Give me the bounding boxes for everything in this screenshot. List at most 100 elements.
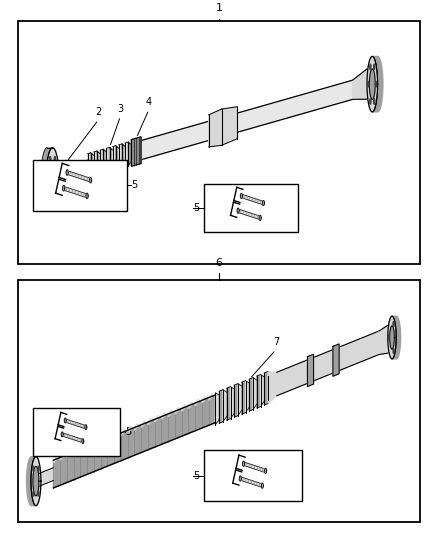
Polygon shape bbox=[67, 451, 71, 457]
Polygon shape bbox=[368, 82, 369, 87]
Polygon shape bbox=[56, 160, 88, 180]
Polygon shape bbox=[41, 148, 53, 209]
Polygon shape bbox=[60, 454, 64, 460]
Text: 5: 5 bbox=[193, 203, 199, 213]
Polygon shape bbox=[209, 393, 212, 400]
Polygon shape bbox=[390, 326, 394, 349]
Polygon shape bbox=[238, 209, 261, 220]
Polygon shape bbox=[88, 153, 91, 177]
Polygon shape bbox=[227, 386, 230, 420]
Polygon shape bbox=[261, 483, 263, 488]
Polygon shape bbox=[89, 177, 92, 183]
Polygon shape bbox=[242, 381, 246, 414]
Polygon shape bbox=[49, 161, 56, 196]
Polygon shape bbox=[376, 82, 377, 87]
Polygon shape bbox=[261, 375, 264, 407]
Polygon shape bbox=[103, 149, 106, 173]
Polygon shape bbox=[188, 402, 192, 408]
Polygon shape bbox=[239, 476, 241, 481]
Polygon shape bbox=[125, 142, 128, 166]
Polygon shape bbox=[85, 425, 87, 430]
Polygon shape bbox=[91, 153, 94, 176]
Polygon shape bbox=[53, 456, 57, 463]
Polygon shape bbox=[259, 215, 261, 221]
Polygon shape bbox=[49, 157, 51, 162]
Polygon shape bbox=[257, 375, 261, 408]
Bar bbox=[204, 450, 302, 501]
Polygon shape bbox=[141, 80, 353, 160]
Polygon shape bbox=[230, 386, 234, 418]
Polygon shape bbox=[374, 64, 375, 70]
Polygon shape bbox=[64, 418, 66, 423]
Polygon shape bbox=[379, 322, 392, 354]
Polygon shape bbox=[128, 142, 131, 166]
Bar bbox=[33, 160, 127, 211]
Polygon shape bbox=[243, 462, 266, 473]
Polygon shape bbox=[119, 144, 122, 168]
Polygon shape bbox=[209, 109, 222, 147]
Polygon shape bbox=[110, 148, 113, 171]
Polygon shape bbox=[202, 396, 205, 403]
Polygon shape bbox=[106, 148, 110, 172]
Polygon shape bbox=[33, 466, 39, 496]
Polygon shape bbox=[237, 208, 239, 213]
Text: 6: 6 bbox=[215, 258, 223, 268]
Polygon shape bbox=[114, 432, 117, 438]
Polygon shape bbox=[369, 69, 375, 100]
Polygon shape bbox=[234, 384, 238, 417]
Polygon shape bbox=[240, 477, 263, 487]
Polygon shape bbox=[38, 466, 39, 471]
Polygon shape bbox=[47, 176, 49, 181]
Polygon shape bbox=[54, 195, 56, 200]
Polygon shape bbox=[148, 418, 152, 425]
Polygon shape bbox=[240, 193, 243, 198]
Polygon shape bbox=[87, 442, 91, 449]
Polygon shape bbox=[253, 377, 257, 409]
Bar bbox=[204, 184, 298, 232]
Polygon shape bbox=[370, 99, 371, 104]
Polygon shape bbox=[81, 445, 84, 452]
Bar bbox=[18, 280, 420, 522]
Polygon shape bbox=[155, 415, 158, 422]
Text: 5: 5 bbox=[131, 180, 138, 190]
Polygon shape bbox=[54, 157, 56, 162]
Polygon shape bbox=[162, 413, 165, 419]
Bar bbox=[18, 21, 420, 264]
Polygon shape bbox=[74, 448, 77, 455]
Polygon shape bbox=[223, 390, 227, 422]
Polygon shape bbox=[175, 407, 178, 414]
Text: 4: 4 bbox=[146, 98, 152, 107]
Polygon shape bbox=[122, 144, 125, 167]
Polygon shape bbox=[100, 149, 103, 174]
Polygon shape bbox=[31, 457, 41, 506]
Polygon shape bbox=[262, 200, 265, 206]
Polygon shape bbox=[128, 426, 131, 433]
Polygon shape bbox=[246, 381, 249, 413]
Polygon shape bbox=[222, 107, 237, 146]
Polygon shape bbox=[333, 344, 339, 376]
Polygon shape bbox=[370, 64, 371, 70]
Polygon shape bbox=[241, 194, 264, 205]
Polygon shape bbox=[63, 185, 65, 191]
Polygon shape bbox=[94, 151, 97, 175]
Text: 7: 7 bbox=[273, 337, 279, 348]
Text: 5: 5 bbox=[193, 471, 199, 481]
Polygon shape bbox=[393, 348, 394, 353]
Polygon shape bbox=[388, 316, 396, 359]
Polygon shape bbox=[372, 56, 383, 112]
Polygon shape bbox=[27, 457, 36, 506]
Polygon shape bbox=[168, 410, 172, 417]
Polygon shape bbox=[238, 384, 242, 416]
Text: 1: 1 bbox=[215, 3, 223, 13]
Polygon shape bbox=[215, 393, 219, 425]
Polygon shape bbox=[219, 390, 223, 423]
Polygon shape bbox=[367, 56, 378, 112]
Polygon shape bbox=[64, 187, 88, 198]
Polygon shape bbox=[82, 439, 84, 443]
Text: 3: 3 bbox=[117, 104, 124, 114]
Polygon shape bbox=[116, 146, 119, 169]
Polygon shape bbox=[268, 372, 277, 403]
Polygon shape bbox=[393, 322, 394, 327]
Bar bbox=[33, 408, 120, 456]
Polygon shape bbox=[66, 170, 68, 175]
